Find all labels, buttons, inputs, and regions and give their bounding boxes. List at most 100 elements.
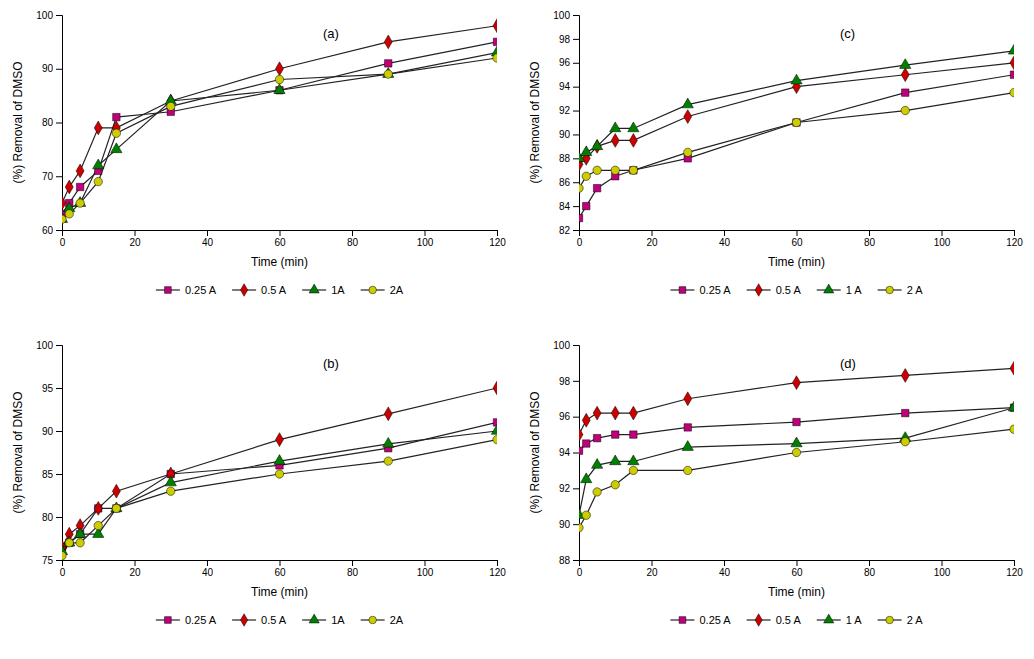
- panel: 0204060801001207580859095100Time (min)(%…: [11, 340, 506, 627]
- tick-label: 80: [347, 237, 359, 248]
- y-tick: 75: [42, 555, 62, 566]
- axis-line: [63, 231, 498, 237]
- tick-mark: [573, 111, 579, 112]
- legend-symbol: [240, 284, 247, 296]
- y-tick: 84: [559, 201, 579, 212]
- point: [385, 60, 392, 67]
- tick-mark: [573, 417, 579, 418]
- point: [62, 552, 66, 560]
- tick-mark: [573, 87, 579, 88]
- panel-label: (d): [840, 356, 856, 371]
- tick-label: 95: [42, 383, 54, 394]
- legend-symbol: [165, 617, 172, 624]
- y-axis: 828486889092949698100: [553, 10, 579, 236]
- point: [76, 539, 84, 547]
- legend-symbol: [886, 616, 894, 624]
- tick-label: 60: [274, 237, 286, 248]
- point: [384, 35, 392, 49]
- y-tick: 82: [559, 225, 579, 236]
- point: [628, 455, 639, 465]
- y-tick: 88: [559, 555, 579, 566]
- series-line: [62, 388, 497, 547]
- tick-label: 120: [1006, 567, 1023, 578]
- point: [581, 146, 592, 156]
- legend: 0.25 A0.5 A1 A2 A: [670, 284, 923, 296]
- point: [111, 143, 122, 153]
- y-axis: 889092949698100: [553, 340, 579, 566]
- x-axis: 020406080100120: [60, 560, 507, 578]
- point: [66, 539, 73, 546]
- tick-mark: [573, 488, 579, 489]
- x-tick: 80: [864, 560, 876, 578]
- point: [1010, 88, 1014, 96]
- legend-item: 0.25 A: [156, 284, 217, 296]
- y-tick: 60: [42, 225, 62, 236]
- legend-symbol: [369, 616, 377, 624]
- legend-item: 1 A: [817, 284, 863, 296]
- tick-mark: [573, 15, 579, 16]
- legend-item: 2A: [361, 284, 404, 296]
- y-tick: 88: [559, 153, 579, 164]
- axis-line: [580, 561, 1015, 567]
- legend-item: 0.5 A: [747, 284, 802, 296]
- legend-label: 1 A: [846, 284, 863, 296]
- point: [493, 381, 497, 395]
- legend-label: 2 A: [907, 614, 924, 626]
- x-tick: 80: [347, 230, 359, 248]
- y-tick: 96: [559, 57, 579, 68]
- tick-mark: [573, 39, 579, 40]
- tick-mark: [652, 230, 653, 236]
- panel-label: (c): [840, 26, 855, 41]
- x-tick: 120: [489, 560, 506, 578]
- tick-label: 84: [559, 201, 571, 212]
- legend-label: 1A: [331, 614, 345, 626]
- tick-mark: [573, 230, 579, 231]
- y-tick: 100: [36, 340, 62, 351]
- plot-area: [579, 44, 1014, 221]
- x-tick: 40: [719, 230, 731, 248]
- tick-label: 20: [646, 237, 658, 248]
- legend-item: 0.25 A: [156, 614, 217, 626]
- tick-mark: [797, 230, 798, 236]
- point: [383, 68, 394, 78]
- y-axis-title: (%) Removal of DMSO: [528, 61, 542, 183]
- point: [593, 184, 600, 191]
- y-tick: 80: [42, 512, 62, 523]
- tick-mark: [724, 560, 725, 566]
- point: [1010, 425, 1014, 433]
- legend-item: 2A: [361, 614, 404, 626]
- point: [792, 448, 800, 456]
- legend-label: 0.25 A: [699, 284, 731, 296]
- axis-line: [63, 561, 498, 567]
- legend-item: 0.5 A: [232, 614, 287, 626]
- point: [275, 470, 283, 478]
- series-line: [579, 368, 1014, 434]
- series-line: [62, 440, 497, 556]
- x-tick: 60: [274, 230, 286, 248]
- point: [793, 376, 801, 390]
- point: [65, 180, 73, 194]
- point: [792, 118, 800, 126]
- axis-line: [580, 231, 1015, 237]
- point: [276, 62, 284, 76]
- point: [791, 437, 802, 447]
- y-tick: 92: [559, 105, 579, 116]
- x-axis-title: Time (min): [768, 585, 825, 599]
- point: [630, 167, 637, 174]
- tick-label: 20: [646, 567, 658, 578]
- point: [582, 413, 590, 427]
- tick-mark: [573, 158, 579, 159]
- point: [684, 392, 692, 406]
- legend-label: 0.5 A: [776, 614, 802, 626]
- point: [165, 476, 176, 486]
- point: [274, 84, 285, 94]
- tick-mark: [280, 560, 281, 566]
- tick-mark: [56, 345, 62, 346]
- legend-item: 2 A: [878, 614, 924, 626]
- tick-mark: [56, 123, 62, 124]
- tick-label: 80: [42, 117, 54, 128]
- point: [793, 418, 800, 425]
- tick-mark: [56, 230, 62, 231]
- point: [684, 148, 692, 156]
- point: [94, 521, 102, 529]
